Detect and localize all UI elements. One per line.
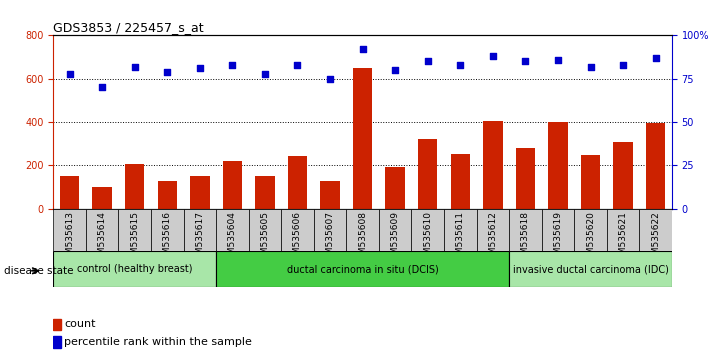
Point — [227, 62, 238, 68]
Bar — [151, 209, 183, 251]
Text: GSM535613: GSM535613 — [65, 211, 74, 266]
Point — [194, 65, 205, 71]
Bar — [53, 209, 86, 251]
Bar — [353, 68, 373, 209]
Bar — [223, 161, 242, 209]
Bar — [379, 209, 412, 251]
Point — [260, 71, 271, 76]
Text: GDS3853 / 225457_s_at: GDS3853 / 225457_s_at — [53, 21, 204, 34]
Text: control (healthy breast): control (healthy breast) — [77, 264, 193, 274]
Bar — [190, 176, 210, 209]
Point — [161, 69, 173, 75]
Text: GSM535605: GSM535605 — [260, 211, 269, 266]
Bar — [92, 187, 112, 209]
Point — [97, 85, 108, 90]
Bar — [86, 209, 119, 251]
Text: GSM535614: GSM535614 — [97, 211, 107, 266]
Text: GSM535607: GSM535607 — [326, 211, 335, 266]
Bar — [216, 251, 509, 287]
Text: GSM535621: GSM535621 — [619, 211, 628, 266]
Bar — [53, 319, 61, 330]
Bar — [476, 209, 509, 251]
Bar — [288, 156, 307, 209]
Bar — [216, 209, 249, 251]
Bar — [581, 155, 600, 209]
Bar — [509, 251, 672, 287]
Bar — [255, 176, 274, 209]
Bar — [125, 164, 144, 209]
Point — [552, 57, 564, 63]
Text: GSM535609: GSM535609 — [390, 211, 400, 266]
Bar — [639, 209, 672, 251]
Bar — [418, 139, 437, 209]
Bar — [412, 209, 444, 251]
Bar — [385, 167, 405, 209]
Bar — [574, 209, 606, 251]
Bar — [53, 336, 61, 348]
Bar — [158, 181, 177, 209]
Bar — [515, 148, 535, 209]
Bar — [320, 181, 340, 209]
Text: GSM535616: GSM535616 — [163, 211, 172, 266]
Text: percentile rank within the sample: percentile rank within the sample — [64, 337, 252, 347]
Bar — [509, 209, 542, 251]
Text: GSM535615: GSM535615 — [130, 211, 139, 266]
Bar — [451, 154, 470, 209]
Text: GSM535604: GSM535604 — [228, 211, 237, 266]
Text: GSM535618: GSM535618 — [521, 211, 530, 266]
Text: invasive ductal carcinoma (IDC): invasive ductal carcinoma (IDC) — [513, 264, 668, 274]
Bar — [314, 209, 346, 251]
Point — [422, 58, 434, 64]
Bar — [249, 209, 282, 251]
Bar — [183, 209, 216, 251]
Text: GSM535612: GSM535612 — [488, 211, 497, 266]
Point — [129, 64, 140, 69]
Text: GSM535611: GSM535611 — [456, 211, 465, 266]
Bar — [542, 209, 574, 251]
Text: GSM535620: GSM535620 — [586, 211, 595, 266]
Text: disease state: disease state — [4, 266, 73, 276]
Text: GSM535622: GSM535622 — [651, 211, 660, 266]
Text: GSM535608: GSM535608 — [358, 211, 367, 266]
Text: count: count — [64, 319, 95, 329]
Text: GSM535610: GSM535610 — [423, 211, 432, 266]
Text: GSM535617: GSM535617 — [196, 211, 204, 266]
Point — [650, 55, 661, 61]
Text: GSM535606: GSM535606 — [293, 211, 302, 266]
Bar — [60, 176, 80, 209]
Text: GSM535619: GSM535619 — [553, 211, 562, 266]
Point — [64, 71, 75, 76]
Point — [390, 67, 401, 73]
Point — [617, 62, 629, 68]
Point — [324, 76, 336, 81]
Bar — [53, 251, 216, 287]
Bar — [614, 142, 633, 209]
Point — [520, 58, 531, 64]
Bar — [646, 123, 665, 209]
Bar — [483, 121, 503, 209]
Bar — [282, 209, 314, 251]
Point — [357, 46, 368, 52]
Point — [292, 62, 303, 68]
Point — [585, 64, 597, 69]
Text: ductal carcinoma in situ (DCIS): ductal carcinoma in situ (DCIS) — [287, 264, 439, 274]
Point — [454, 62, 466, 68]
Bar — [548, 122, 567, 209]
Bar — [119, 209, 151, 251]
Bar — [606, 209, 639, 251]
Point — [487, 53, 498, 59]
Bar — [444, 209, 476, 251]
Bar — [346, 209, 379, 251]
